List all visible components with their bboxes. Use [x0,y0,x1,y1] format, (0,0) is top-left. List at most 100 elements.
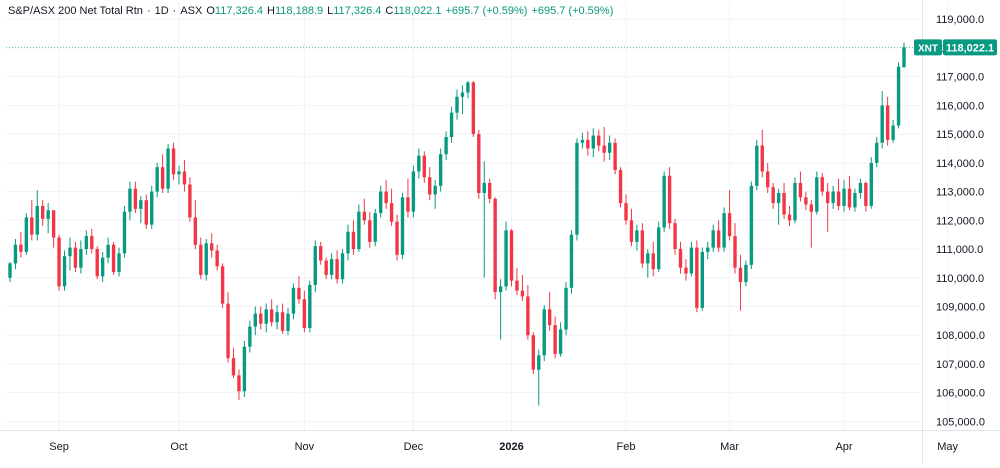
candle-body [766,171,770,188]
candle-body [150,191,154,225]
candle-body [820,177,824,192]
candle-body [864,182,868,206]
candle-body [248,326,252,347]
candle-body [597,135,601,146]
candle-body [111,244,116,273]
candle-body [269,309,274,323]
y-tick-label: 107,000.0 [936,359,985,371]
legend-separator: · [172,5,177,17]
candle-body [618,170,623,204]
candle-body [488,182,492,199]
candles [8,42,906,406]
x-tick-label: Dec [404,441,424,453]
open-value: O117,326.4 [206,5,264,17]
candle-body [133,188,138,209]
candle-body [193,217,198,245]
candle-body [411,171,416,212]
candle-body [624,203,628,221]
candle-body [302,299,307,329]
candle-body [547,309,552,326]
candle-body [853,193,857,208]
candle-body [531,335,536,370]
candle-body [182,171,187,185]
candle-body [106,244,110,258]
ohlc-legend: S&P/ASX 200 Net Total Rtn · 1D · ASX O11… [8,5,613,17]
candle-body [657,227,661,270]
y-tick-label: 112,000.0 [936,215,984,227]
candle-body [504,230,508,287]
candle-body [793,182,797,221]
x-tick-label: May [937,441,958,453]
candle-body [62,256,67,287]
y-tick-label: 108,000.0 [936,330,985,342]
candle-body [335,259,339,280]
candle-body [847,188,852,208]
candle-body [782,193,786,215]
candle-body [46,210,50,219]
candle-body [629,220,634,242]
candle-body [362,211,367,221]
candle-body [509,230,514,281]
candle-body [117,253,121,273]
y-tick-label: 114,000.0 [936,158,984,170]
candle-body [542,309,546,356]
candle-body [727,213,732,237]
candle-body [8,263,12,278]
candle-body [515,280,519,291]
candle-body [242,346,247,392]
candle-body [771,187,775,204]
candle-body [613,142,617,171]
candle-body [738,267,743,283]
candle-body [896,66,901,126]
candle-body [869,162,873,206]
candle-body [297,287,301,300]
candle-body [460,92,465,97]
x-tick-label: Sep [49,441,69,453]
candle-body [24,217,29,252]
candle-body [569,234,574,288]
candle-body [667,175,672,224]
candle-body [880,105,884,143]
candle-body [319,246,323,261]
candle-body [166,148,170,189]
candle-body [836,191,841,206]
candle-body [13,244,18,264]
candle-body [259,313,263,324]
candle-body [199,244,203,275]
candle-body [280,312,285,331]
x-tick-label: Feb [617,441,636,453]
candle-body [438,154,443,186]
ticker-tag-bg [914,39,942,56]
candle-body [760,145,764,172]
candle-body [237,375,241,392]
candle-body [308,284,312,329]
candle-body [41,205,45,219]
candle-body [264,309,268,324]
y-tick-label: 116,000.0 [936,100,984,112]
candle-body [100,257,105,277]
candle-body [553,325,557,354]
candle-body [57,237,61,287]
candle-body [607,142,612,153]
high-value: H118,188.9 [267,5,324,17]
candle-body [378,191,383,214]
candle-body [324,260,328,275]
candle-body [858,182,863,194]
candle-body [122,211,127,254]
y-tick-label: 119,000.0 [936,14,984,26]
candle-body [635,230,639,242]
candle-body [400,197,405,255]
x-tick-label: Apr [835,441,852,453]
grid-lines [6,2,949,430]
candle-body [357,211,361,250]
candle-body [591,135,595,149]
y-tick-label: 106,000.0 [936,388,985,400]
candle-body [673,223,677,250]
low-value: L117,326.4 [327,5,382,17]
candle-body [466,82,470,93]
candle-body [220,266,225,304]
candle-body [678,249,683,268]
candle-body [346,231,350,254]
